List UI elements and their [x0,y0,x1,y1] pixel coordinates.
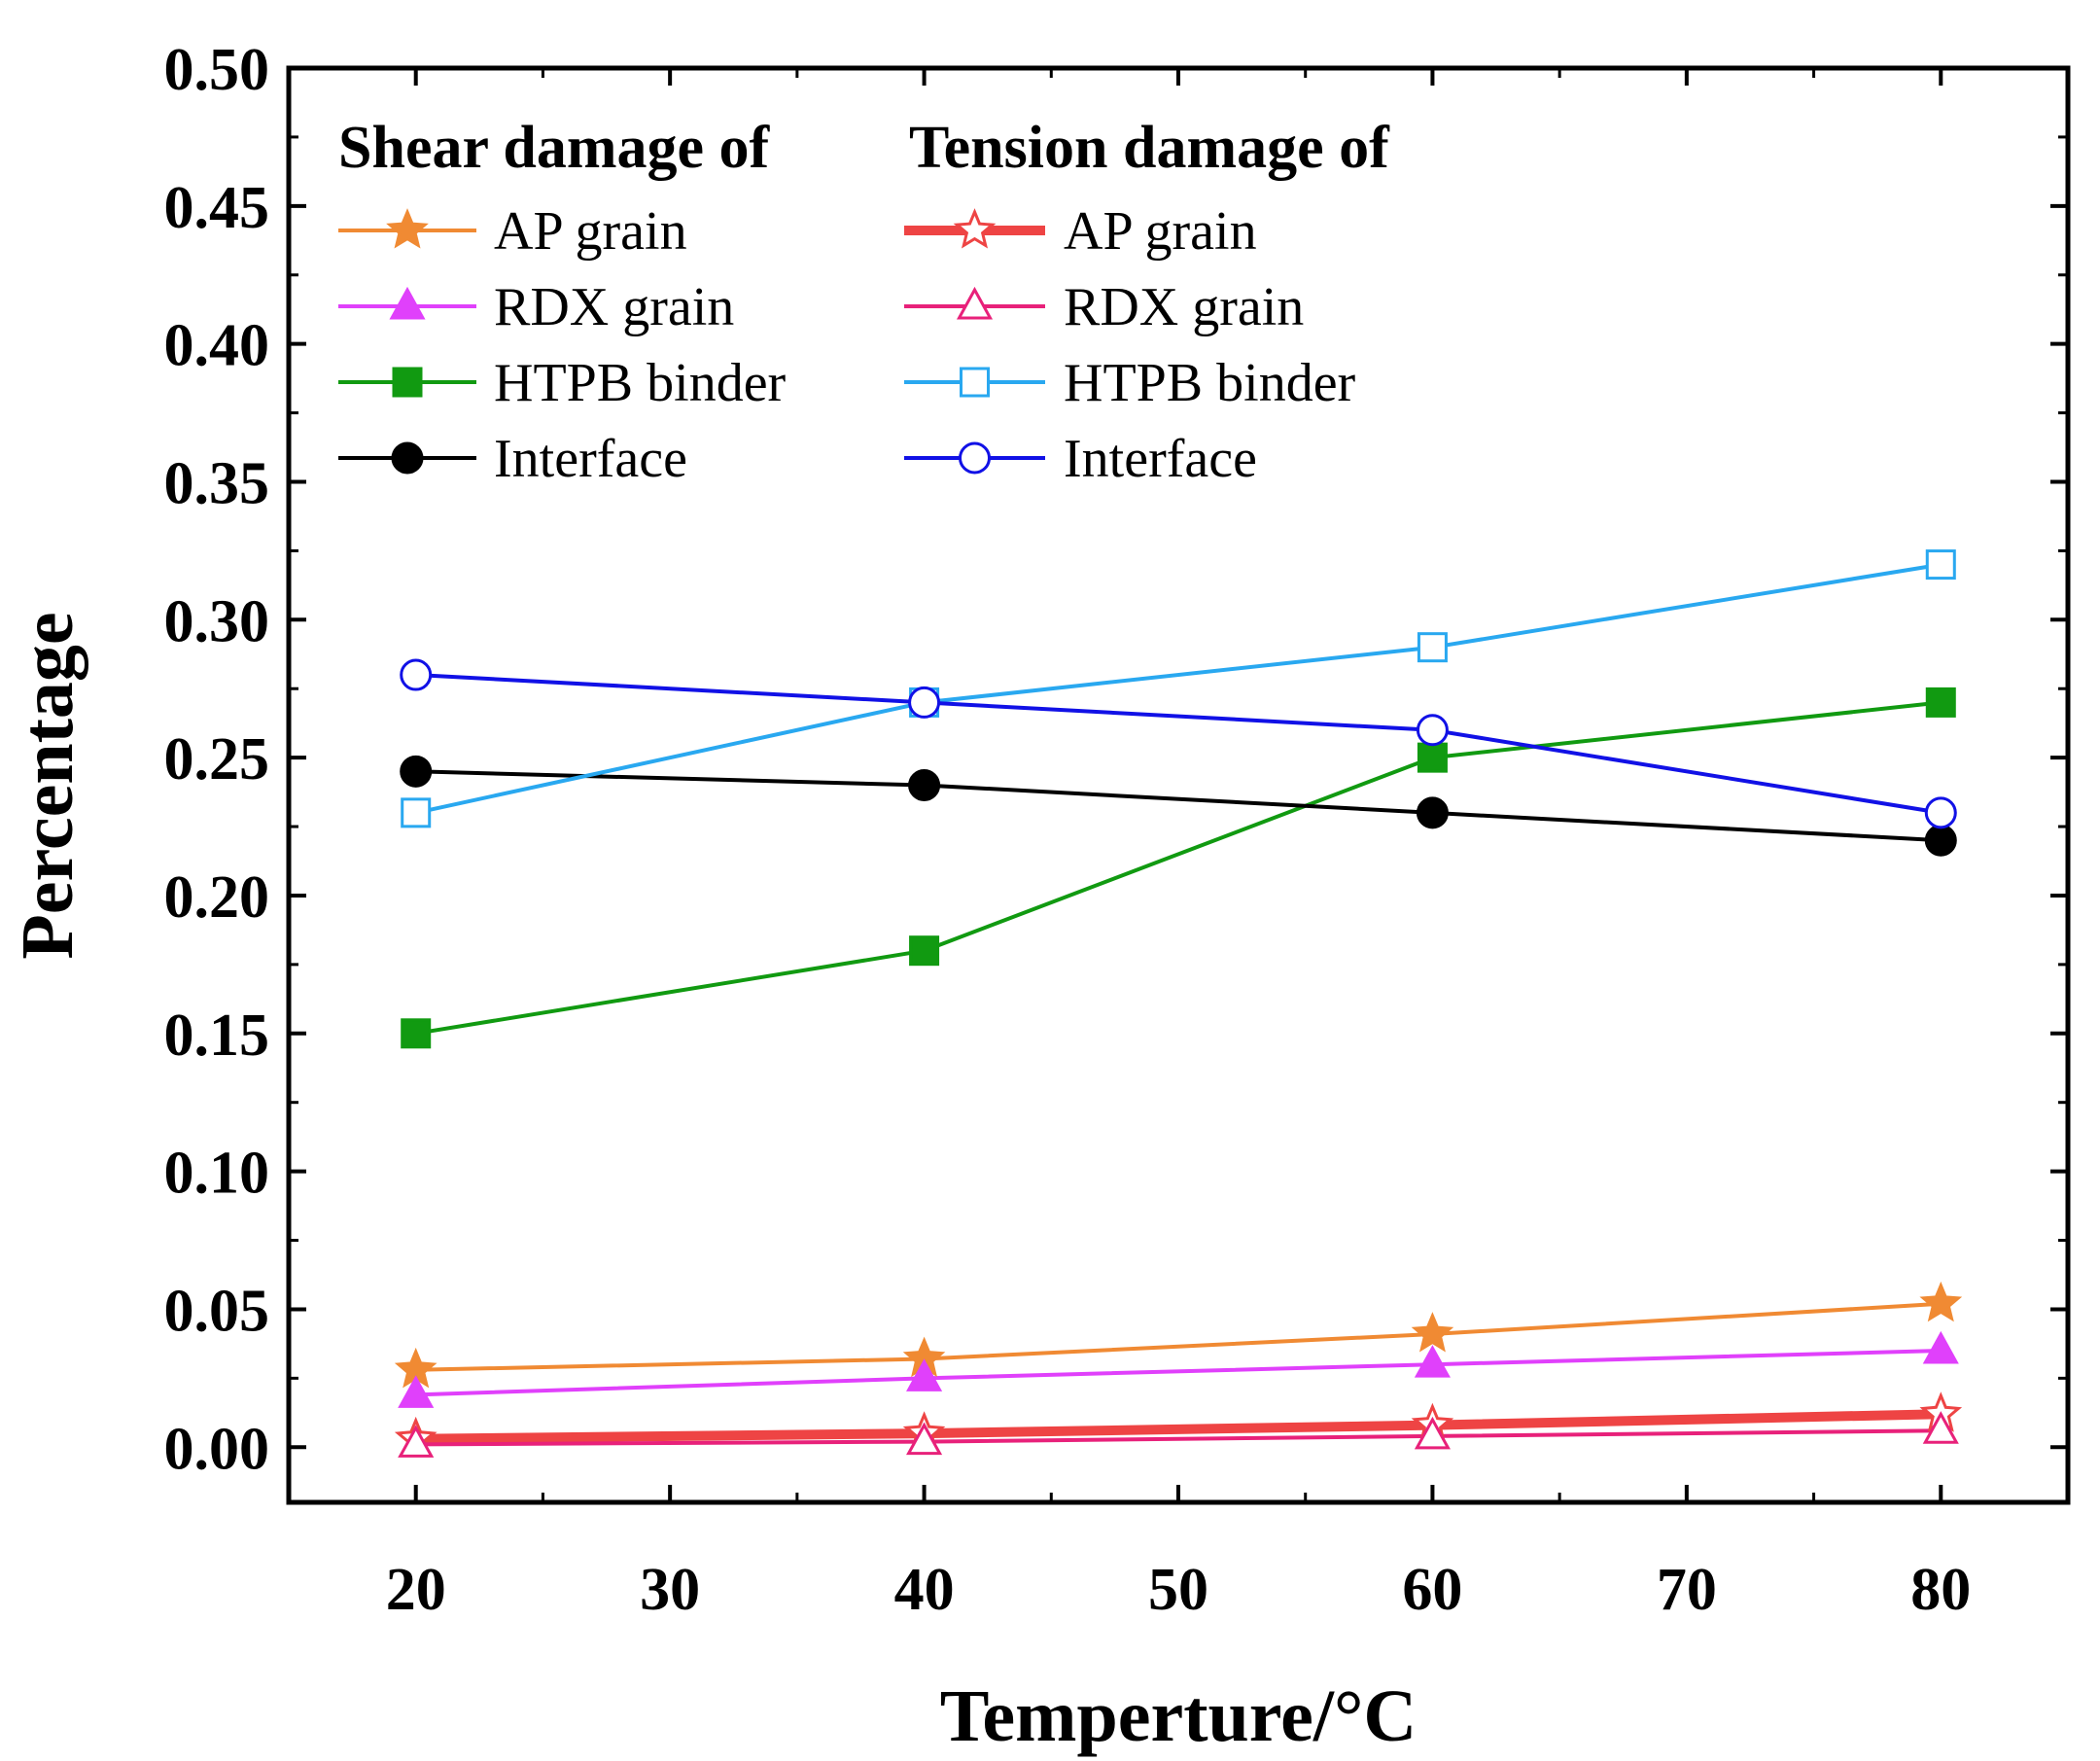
x-tick-label: 20 [386,1557,446,1623]
legend-label-shear-interface: Interface [494,429,687,489]
y-tick-label: 0.00 [164,1416,270,1482]
tension-interface-point [1416,714,1449,747]
y-tick-label: 0.05 [164,1278,270,1344]
tension-rdx-grain-point [1414,1416,1451,1450]
legend-marker-tension-ap-grain [953,208,997,249]
y-tick-label: 0.10 [164,1141,270,1207]
legend-group-title: Tension damage of [909,115,1390,181]
legend: Shear damage of AP grain RDX grain HTPB bin… [338,115,1390,489]
x-tick-label: 80 [1910,1557,1971,1623]
legend-label-tension-rdx-grain: RDX grain [1064,277,1304,337]
x-tick-label: 40 [894,1557,955,1623]
tension-htpb-binder-point [1925,549,1956,581]
y-tick-label: 0.45 [164,175,270,241]
shear-rdx-grain-point [1414,1345,1451,1378]
shear-htpb-binder-point [909,935,940,967]
y-tick-label: 0.15 [164,1003,270,1069]
tension-htpb-binder-point [1417,632,1448,663]
shear-htpb-binder-point [1925,687,1956,718]
tension-rdx-grain-point [1922,1411,1959,1444]
legend-label-tension-htpb-binder: HTPB binder [1064,353,1356,413]
shear-interface-point [400,755,433,788]
legend-marker-shear-rdx-grain [389,286,426,320]
y-tick-label: 0.50 [164,37,270,103]
shear-ap-grain-line [415,1301,1942,1372]
x-tick-label: 50 [1148,1557,1208,1623]
y-tick-label: 0.25 [164,726,270,792]
y-tick-label: 0.40 [164,313,270,379]
tension-interface-point [908,686,941,719]
shear-interface-point [908,769,941,801]
legend-label-tension-interface: Interface [1064,429,1257,489]
shear-htpb-binder-point [401,1018,432,1049]
shear-rdx-grain-point [906,1358,943,1391]
tension-rdx-grain-point [906,1422,943,1456]
x-tick-label: 30 [640,1557,700,1623]
axis-ticks: 0.00 0.05 0.10 0.15 0.20 0.25 0.30 0.35 0.40 0.45… [164,37,2070,1623]
tension-ap-grain-line [415,1409,1942,1444]
legend-label-tension-ap-grain: AP grain [1064,201,1257,262]
legend-label-shear-htpb-binder: HTPB binder [494,353,787,413]
x-tick-label: 60 [1402,1557,1462,1623]
legend-marker-tension-htpb-binder [960,367,990,398]
legend-marker-tension-interface [959,441,991,475]
shear-htpb-binder-line [415,700,1942,1036]
shear-interface-point [1416,796,1449,829]
tension-rdx-grain-line [415,1428,1942,1447]
tension-interface-point [1924,796,1957,829]
shear-interface-point [1924,824,1957,857]
y-tick-label: 0.30 [164,588,270,654]
tension-interface-point [400,658,433,691]
y-axis-title: Percentage [7,612,88,959]
shear-rdx-grain-line [415,1349,1942,1397]
tension-htpb-binder-line [415,562,1942,815]
shear-ap-grain-point [1919,1281,1963,1322]
tension-htpb-binder-point [401,797,432,828]
shear-ap-grain-point [1411,1312,1454,1353]
legend-group-title: Shear damage of [338,115,771,181]
legend-marker-shear-ap-grain [386,208,429,249]
plot-marks [394,549,1963,1458]
y-tick-label: 0.35 [164,450,270,516]
legend-marker-shear-htpb-binder [392,367,423,398]
shear-rdx-grain-point [398,1375,435,1408]
tension-interface-line [415,673,1942,815]
legend-label-shear-ap-grain: AP grain [494,201,687,262]
shear-interface-line [415,769,1942,843]
shear-rdx-grain-point [1922,1330,1959,1364]
legend-marker-tension-rdx-grain [956,286,994,320]
y-tick-label: 0.20 [164,864,270,931]
x-axis-title: Temperture/°C [940,1675,1418,1757]
legend-label-shear-rdx-grain: RDX grain [494,277,734,337]
x-tick-label: 70 [1657,1557,1717,1623]
tension-rdx-grain-point [398,1425,435,1458]
legend-marker-shear-interface [391,441,424,475]
shear-htpb-binder-point [1417,742,1448,773]
